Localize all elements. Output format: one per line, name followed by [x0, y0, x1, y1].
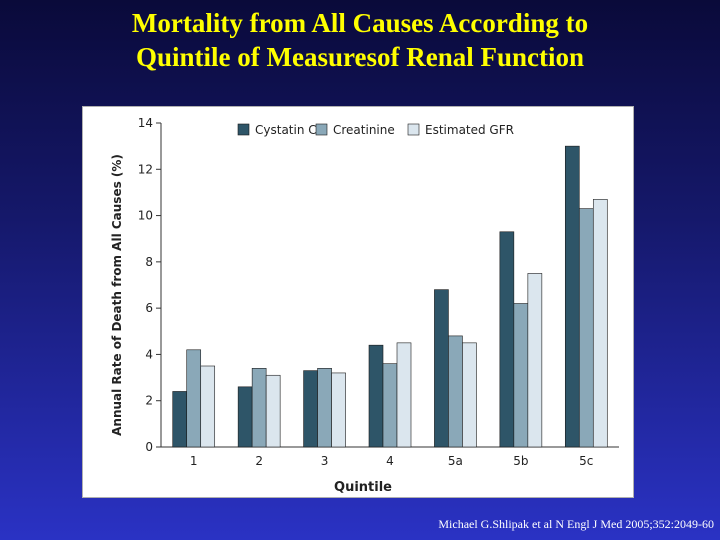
- bar-estimated-gfr: [462, 342, 477, 448]
- bar-creatinine: [251, 368, 267, 448]
- bar-estimated-gfr: [527, 273, 543, 448]
- legend-label: Creatinine: [333, 123, 395, 137]
- y-axis-label: Annual Rate of Death from All Causes (%): [110, 154, 124, 436]
- bar-creatinine: [186, 349, 202, 448]
- y-tick-label: 2: [145, 394, 153, 408]
- bar-cystatin-c: [172, 391, 188, 448]
- slide-title-line-2: Quintile of Measuresof Renal Function: [136, 42, 584, 72]
- citation: Michael G.Shlipak et al N Engl J Med 200…: [438, 517, 714, 531]
- bar-creatinine: [513, 303, 529, 448]
- bar-cystatin-c: [499, 231, 515, 448]
- x-tick-label: 5a: [448, 454, 463, 468]
- x-tick-label: 3: [321, 454, 329, 468]
- legend-label: Cystatin C: [255, 123, 317, 137]
- bar-cystatin-c: [303, 370, 318, 448]
- bar-estimated-gfr: [396, 342, 412, 448]
- slide-title: Mortality from All Causes According to Q…: [0, 6, 720, 74]
- chart-legend: Cystatin C Creatinine Estimated GFR: [237, 123, 514, 137]
- y-tick-label: 12: [138, 162, 153, 176]
- slide-title-line-1: Mortality from All Causes According to: [131, 8, 589, 38]
- bar-cystatin-c: [564, 145, 580, 448]
- legend-swatch: [315, 123, 328, 136]
- chart-panel: 0 2 4 6 8 10 12 14 1 2 3 4 5a 5b 5c Cystatin C Creatini…: [82, 106, 634, 498]
- x-tick-label: 4: [386, 454, 394, 468]
- bar-creatinine: [317, 368, 332, 448]
- bar-cystatin-c: [368, 344, 384, 448]
- x-axis-label: Quintile: [334, 480, 392, 495]
- y-tick-label: 10: [138, 209, 153, 223]
- bar-cystatin-c: [237, 386, 253, 448]
- legend-label: Estimated GFR: [425, 123, 514, 137]
- legend-swatch: [237, 123, 250, 136]
- legend-swatch: [407, 123, 420, 136]
- x-tick-label: 5c: [579, 454, 593, 468]
- bar-estimated-gfr: [200, 365, 216, 448]
- bar-estimated-gfr: [592, 199, 608, 448]
- x-tick-label: 1: [190, 454, 198, 468]
- bar-creatinine: [448, 335, 463, 448]
- y-tick-label: 4: [145, 347, 153, 361]
- x-tick-label: 2: [255, 454, 263, 468]
- x-tick-label: 5b: [513, 454, 528, 468]
- bar-creatinine: [578, 208, 594, 448]
- y-tick-label: 14: [138, 116, 153, 130]
- y-tick-label: 8: [145, 255, 153, 269]
- chart-bars: [172, 145, 608, 448]
- bar-estimated-gfr: [331, 372, 346, 448]
- y-tick-label: 6: [145, 301, 153, 315]
- bar-estimated-gfr: [265, 374, 281, 448]
- bar-creatinine: [382, 363, 398, 448]
- y-tick-label: 0: [145, 440, 153, 454]
- bar-cystatin-c: [434, 289, 449, 448]
